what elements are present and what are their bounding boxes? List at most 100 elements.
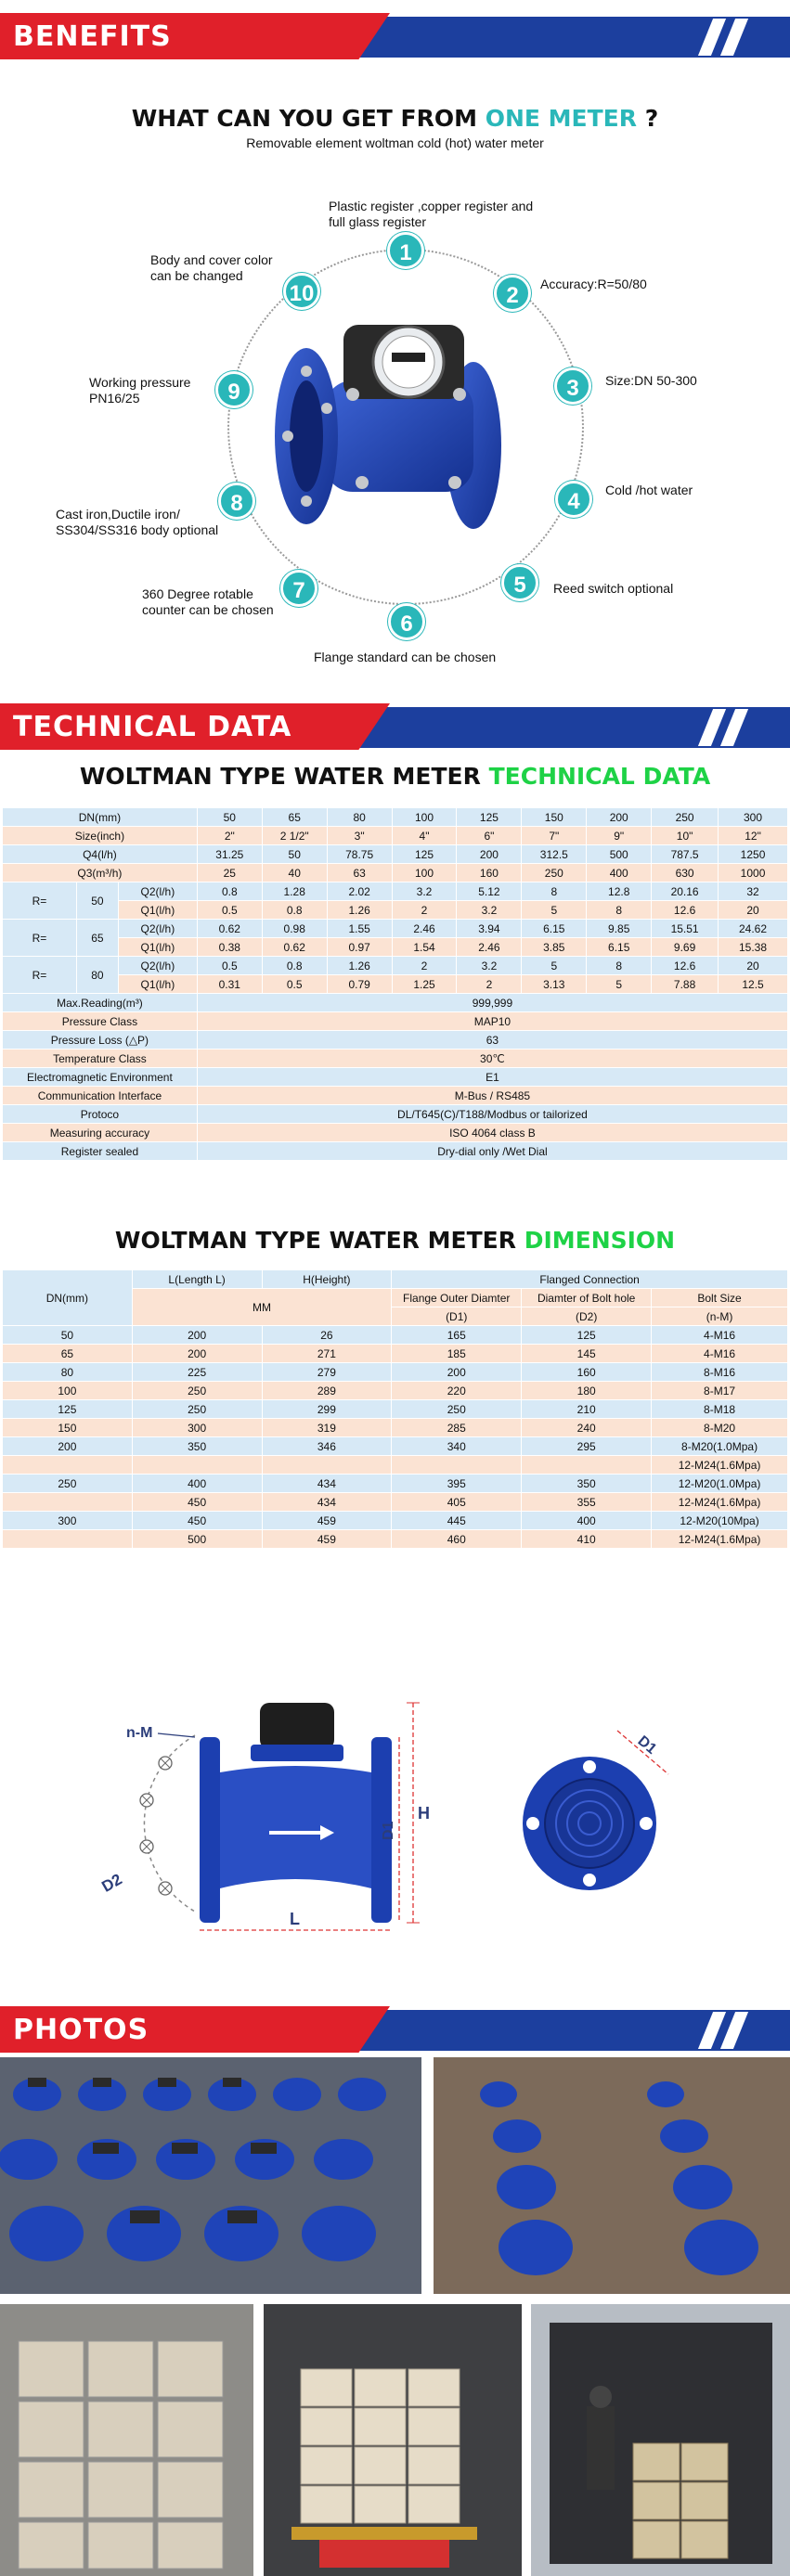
dim-cell: 460: [391, 1529, 523, 1549]
tech-cell: 7.88: [651, 974, 719, 994]
tech-cell: 2.02: [326, 882, 393, 901]
dim-cell: 150: [2, 1418, 133, 1437]
tech-cell: 1.25: [391, 974, 458, 994]
dim-cell: [2, 1455, 133, 1475]
tech-span-value: M-Bus / RS485: [196, 1086, 789, 1105]
tech-cell: 0.62: [196, 919, 263, 938]
tech-cell: 15.51: [651, 919, 719, 938]
tech-cell: 8: [586, 956, 653, 975]
tech-q-label: Q1(l/h): [117, 937, 198, 957]
benefit-label-9: Working pressure PN16/25: [89, 375, 191, 406]
dim-cell: 250: [2, 1474, 133, 1493]
technical-title: TECHNICAL DATA: [13, 711, 292, 743]
dim-cell: 225: [131, 1362, 263, 1382]
tech-cell: 12.5: [718, 974, 788, 994]
dim-cell: 12-M20(1.0Mpa): [651, 1474, 788, 1493]
tech-cell: 0.97: [326, 937, 393, 957]
dimension-drawing: n-M D2 H D1 L D1: [98, 1702, 669, 1931]
tech-cell: 250: [521, 863, 588, 882]
tech-cell: 31.25: [196, 844, 263, 864]
dim-cell: 165: [391, 1325, 523, 1345]
dim-cell: 100: [2, 1381, 133, 1400]
tech-cell: 32: [718, 882, 788, 901]
photo-boxes-stacked: [0, 2304, 253, 2576]
benefit-label-3: Size:DN 50-300: [605, 373, 697, 388]
dim-cell: 319: [261, 1418, 393, 1437]
tech-dn-cell: 100: [391, 807, 458, 827]
tech-cell: 2 1/2": [261, 826, 328, 845]
dim-cell: 12-M24(1.6Mpa): [651, 1455, 788, 1475]
tech-r-value: 80: [75, 956, 119, 994]
dim-cell: 12-M24(1.6Mpa): [651, 1529, 788, 1549]
dim-header-bolt-hole-sub: (D2): [521, 1307, 653, 1326]
tech-cell: 3.2: [456, 956, 523, 975]
tech-r-label: R=: [2, 956, 77, 994]
tech-cell: 0.5: [196, 900, 263, 920]
dim-cell: 405: [391, 1492, 523, 1512]
dim-cell: 300: [131, 1418, 263, 1437]
bolt-circle-arc: [143, 1734, 196, 1913]
dim-cell: 445: [391, 1511, 523, 1530]
tech-cell: 40: [261, 863, 328, 882]
dim-cell: 271: [261, 1344, 393, 1363]
tech-span-label: Pressure Class: [2, 1011, 198, 1031]
tech-span-value: DL/T645(C)/T188/Modbus or tailorized: [196, 1104, 789, 1124]
benefit-label-4: Cold /hot water: [605, 483, 693, 497]
dim-cell: 240: [521, 1418, 653, 1437]
benefit-number-9: 9: [215, 371, 253, 408]
dim-cell: 395: [391, 1474, 523, 1493]
benefit-label-6: Flange standard can be chosen: [314, 650, 497, 664]
tech-cell: 0.79: [326, 974, 393, 994]
photo-meters-rows-1: [0, 2057, 421, 2294]
tech-cell: 0.8: [196, 882, 263, 901]
tech-cell: 3.2: [391, 882, 458, 901]
tech-cell: 6.15: [521, 919, 588, 938]
tech-q-label: Q2(l/h): [117, 919, 198, 938]
dim-cell: 125: [2, 1399, 133, 1419]
tech-cell: 24.62: [718, 919, 788, 938]
tech-cell: 12": [718, 826, 788, 845]
tech-cell: 0.62: [261, 937, 328, 957]
dim-cell: 8-M17: [651, 1381, 788, 1400]
benefit-number-1: 1: [387, 232, 424, 269]
tech-cell: 3.2: [456, 900, 523, 920]
dim-cell: 500: [131, 1529, 263, 1549]
dim-cell: 434: [261, 1474, 393, 1493]
tech-cell: 15.38: [718, 937, 788, 957]
tech-cell: 20.16: [651, 882, 719, 901]
tech-cell: 50: [261, 844, 328, 864]
dim-cell: 200: [391, 1362, 523, 1382]
dim-cell: 8-M18: [651, 1399, 788, 1419]
dim-cell: 125: [521, 1325, 653, 1345]
tech-span-label: Max.Reading(m³): [2, 993, 198, 1012]
tech-span-value: E1: [196, 1067, 789, 1087]
dim-cell: 350: [521, 1474, 653, 1493]
dim-header-bolt-size: Bolt Size: [651, 1288, 788, 1307]
tech-r-value: 65: [75, 919, 119, 957]
dim-cell: 8-M16: [651, 1362, 788, 1382]
technical-data-table: DN(mm) 50 65 80 100 125 150 200 250 300 Size(inch)…: [2, 807, 789, 1161]
tech-q-label: Q2(l/h): [117, 956, 198, 975]
tech-cell: 2.46: [456, 937, 523, 957]
dim-cell: 200: [131, 1325, 263, 1345]
dim-cell: 300: [2, 1511, 133, 1530]
tech-cell: 100: [391, 863, 458, 882]
dim-cell: 4-M16: [651, 1325, 788, 1345]
tech-cell: 400: [586, 863, 653, 882]
tech-cell: 2: [391, 900, 458, 920]
benefit-label-8: Cast iron,Ductile iron/ SS304/SS316 body…: [56, 507, 219, 537]
dim-cell: 459: [261, 1511, 393, 1530]
dim-cell: 295: [521, 1436, 653, 1456]
dim-cell: [261, 1455, 393, 1475]
tech-cell: 1250: [718, 844, 788, 864]
dim-cell: 180: [521, 1381, 653, 1400]
tech-row-label: Q4(l/h): [2, 844, 198, 864]
tech-cell: 12.6: [651, 900, 719, 920]
meter-register: [260, 1703, 334, 1749]
tech-cell: 6.15: [586, 937, 653, 957]
dim-cell: 346: [261, 1436, 393, 1456]
tech-cell: 4": [391, 826, 458, 845]
technical-table-title: WOLTMAN TYPE WATER METER TECHNICAL DATA: [79, 763, 711, 790]
tech-cell: 2: [391, 956, 458, 975]
flange-right: [371, 1737, 392, 1923]
